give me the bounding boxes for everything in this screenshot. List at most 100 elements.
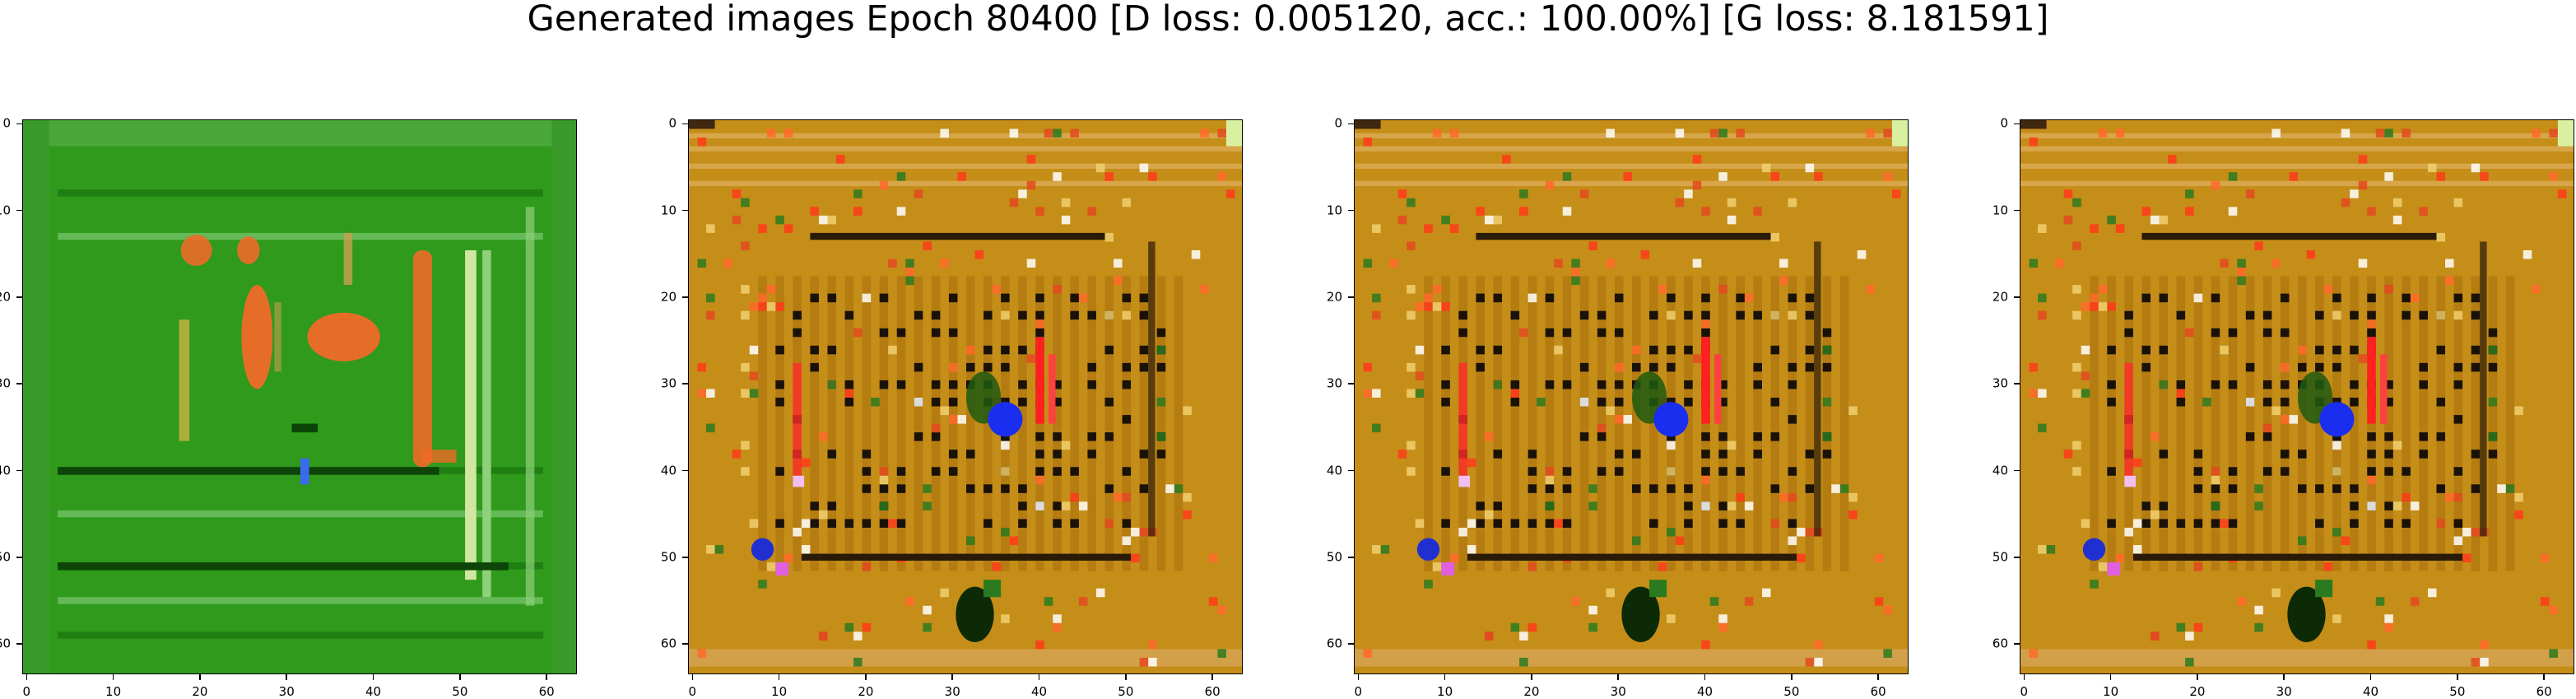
x-tick-label: 0 bbox=[1354, 684, 1363, 699]
x-tick-label: 10 bbox=[105, 684, 122, 699]
x-tick-label: 60 bbox=[1870, 684, 1886, 699]
y-tick-label: 20 bbox=[1326, 289, 1342, 305]
y-tick bbox=[2014, 643, 2020, 645]
x-tick-label: 50 bbox=[452, 684, 468, 699]
x-tick bbox=[546, 674, 547, 680]
y-tick bbox=[2014, 557, 2020, 558]
x-tick bbox=[2543, 674, 2545, 680]
x-tick bbox=[199, 674, 201, 680]
x-tick-label: 30 bbox=[1610, 684, 1626, 699]
x-tick bbox=[1444, 674, 1446, 680]
y-tick bbox=[2014, 469, 2020, 472]
generated-image-3 bbox=[1354, 119, 1909, 674]
x-tick bbox=[1357, 674, 1360, 680]
y-tick bbox=[682, 296, 688, 298]
y-tick bbox=[1348, 383, 1354, 384]
y-tick bbox=[2014, 383, 2020, 384]
y-tick bbox=[1348, 643, 1354, 645]
x-tick-label: 30 bbox=[278, 684, 295, 699]
x-tick-label: 0 bbox=[2020, 684, 2029, 699]
y-tick-label: 60 bbox=[1326, 636, 1342, 651]
x-tick-label: 60 bbox=[538, 684, 555, 699]
x-tick-label: 20 bbox=[858, 684, 874, 699]
x-tick-label: 50 bbox=[1118, 684, 1134, 699]
y-tick-label: 40 bbox=[1326, 463, 1342, 478]
x-tick bbox=[2369, 674, 2372, 680]
x-tick bbox=[1704, 674, 1706, 680]
y-tick bbox=[682, 643, 688, 645]
y-tick-label: 20 bbox=[0, 289, 11, 305]
y-tick bbox=[1348, 469, 1354, 472]
x-tick-label: 20 bbox=[192, 684, 208, 699]
x-tick bbox=[2197, 674, 2198, 680]
x-tick-label: 40 bbox=[2362, 684, 2379, 699]
image-panel-2: 0 0 10 10 20 20 30 30 40 40 50 50 60 60 bbox=[661, 117, 1243, 698]
x-tick bbox=[459, 674, 461, 680]
y-tick bbox=[1348, 296, 1354, 298]
x-tick bbox=[2283, 674, 2285, 680]
y-tick bbox=[1348, 209, 1354, 212]
y-tick bbox=[682, 469, 688, 472]
x-tick-label: 0 bbox=[688, 684, 697, 699]
x-tick-label: 40 bbox=[1030, 684, 1048, 699]
y-tick bbox=[682, 557, 688, 558]
x-tick-label: 60 bbox=[1204, 684, 1221, 699]
y-tick bbox=[1348, 123, 1354, 125]
image-panel-3: 0 0 10 10 20 20 30 30 40 40 50 50 60 60 bbox=[1327, 117, 1909, 698]
x-tick-label: 0 bbox=[22, 684, 31, 699]
x-tick bbox=[2457, 674, 2458, 680]
x-tick bbox=[26, 674, 28, 680]
y-tick-label: 60 bbox=[1992, 636, 2008, 651]
x-tick-label: 10 bbox=[1437, 684, 1453, 699]
y-tick-label: 40 bbox=[0, 463, 11, 478]
y-tick-label: 50 bbox=[0, 549, 11, 565]
y-tick-label: 10 bbox=[660, 203, 677, 218]
y-tick-label: 10 bbox=[1326, 203, 1342, 218]
y-tick-label: 30 bbox=[1326, 375, 1342, 391]
y-tick bbox=[16, 643, 22, 645]
image-panel-4: 0 0 10 10 20 20 30 30 40 40 50 50 60 60 bbox=[1992, 117, 2574, 698]
y-tick bbox=[16, 383, 22, 384]
y-tick bbox=[1348, 557, 1354, 558]
y-tick-label: 40 bbox=[660, 463, 677, 478]
x-tick bbox=[1617, 674, 1619, 680]
x-tick-label: 10 bbox=[771, 684, 788, 699]
x-tick bbox=[2109, 674, 2112, 680]
y-tick-label: 60 bbox=[660, 636, 677, 651]
y-tick-label: 20 bbox=[660, 289, 677, 305]
y-tick bbox=[682, 123, 688, 125]
y-tick bbox=[16, 469, 22, 472]
y-tick bbox=[16, 557, 22, 558]
x-tick-label: 50 bbox=[1783, 684, 1800, 699]
x-tick-label: 20 bbox=[2189, 684, 2206, 699]
x-tick bbox=[1125, 674, 1127, 680]
y-tick-label: 30 bbox=[0, 375, 11, 391]
figure-title: Generated images Epoch 80400 [D loss: 0.… bbox=[527, 0, 2049, 40]
x-tick bbox=[691, 674, 694, 680]
x-tick bbox=[372, 674, 374, 680]
y-tick bbox=[2014, 296, 2020, 298]
x-tick bbox=[951, 674, 953, 680]
y-tick-label: 10 bbox=[0, 203, 11, 218]
generated-image-2 bbox=[688, 119, 1243, 674]
x-tick bbox=[865, 674, 867, 680]
y-tick bbox=[682, 383, 688, 384]
y-tick-label: 60 bbox=[0, 636, 11, 651]
y-tick-label: 50 bbox=[660, 549, 677, 565]
y-tick-label: 10 bbox=[1992, 203, 2008, 218]
y-tick bbox=[2014, 123, 2020, 125]
y-tick-label: 0 bbox=[2, 115, 11, 131]
x-tick-label: 60 bbox=[2536, 684, 2552, 699]
y-tick-label: 0 bbox=[1334, 115, 1342, 131]
x-tick bbox=[112, 674, 114, 680]
x-tick bbox=[1038, 674, 1040, 680]
generated-image-1 bbox=[22, 119, 577, 674]
y-tick bbox=[16, 296, 22, 298]
y-tick-label: 30 bbox=[1992, 375, 2008, 391]
x-tick bbox=[1211, 674, 1213, 680]
x-tick-label: 30 bbox=[2276, 684, 2292, 699]
generated-image-4 bbox=[2020, 119, 2574, 674]
y-tick bbox=[16, 209, 22, 212]
y-tick bbox=[682, 209, 688, 212]
x-tick-label: 40 bbox=[1696, 684, 1713, 699]
